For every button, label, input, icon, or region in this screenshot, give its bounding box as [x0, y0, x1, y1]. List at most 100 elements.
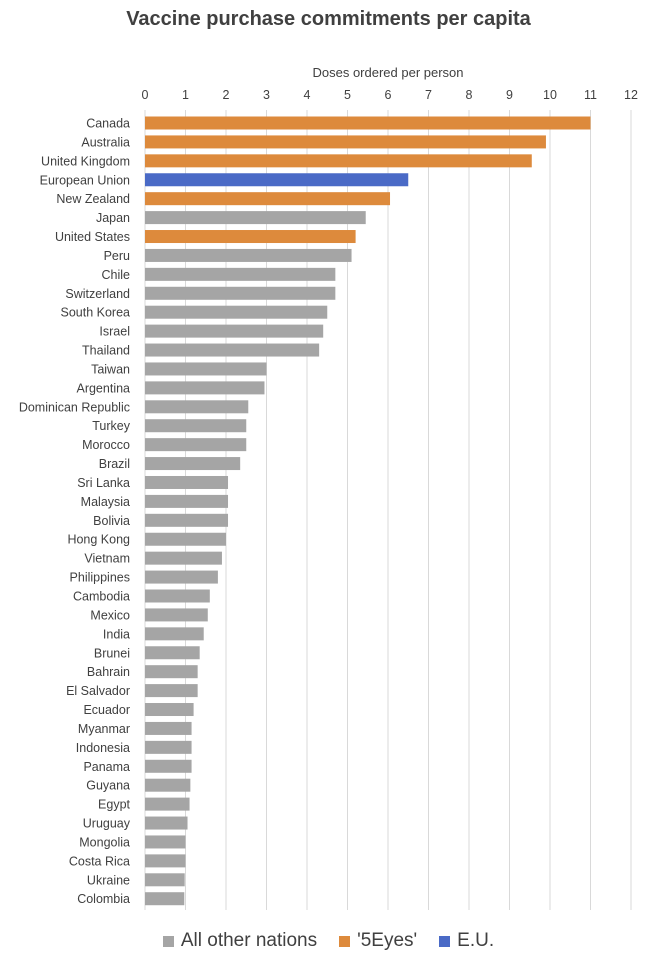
category-label: Turkey [92, 419, 130, 433]
bar [145, 721, 192, 735]
category-label: Peru [104, 249, 130, 263]
category-label: Israel [99, 325, 130, 339]
category-label: Ecuador [83, 703, 130, 717]
bar [145, 646, 200, 660]
bar [145, 286, 336, 300]
bar [145, 419, 247, 433]
category-label: Taiwan [91, 362, 130, 376]
bar [145, 154, 532, 168]
category-label: Indonesia [76, 741, 130, 755]
bar [145, 665, 198, 679]
bar [145, 457, 241, 471]
category-label: El Salvador [66, 684, 130, 698]
bar [145, 400, 249, 414]
category-label: Bahrain [87, 665, 130, 679]
category-label: Brazil [99, 457, 130, 471]
category-label: Mexico [90, 608, 130, 622]
legend-label-5eyes: '5Eyes' [357, 930, 418, 951]
category-label: European Union [40, 173, 130, 187]
legend-swatch-5eyes [339, 935, 351, 947]
bar [145, 551, 222, 565]
bar [145, 797, 190, 811]
category-label: Myanmar [78, 722, 130, 736]
category-label: Canada [86, 117, 130, 131]
bar [145, 740, 192, 754]
category-label: Vietnam [84, 552, 130, 566]
category-label: United States [55, 230, 130, 244]
x-tick-label: 12 [624, 88, 638, 102]
bar [145, 324, 324, 338]
bar [145, 816, 188, 830]
category-label: Dominican Republic [19, 400, 130, 414]
category-label: Philippines [70, 571, 130, 585]
bar [145, 835, 186, 849]
bar [145, 589, 210, 603]
category-label: Australia [81, 135, 130, 149]
chart-legend: All other nations '5Eyes' E.U. [0, 930, 657, 952]
bar [145, 684, 198, 698]
bar [145, 230, 356, 244]
x-tick-label: 5 [344, 88, 351, 102]
bar [145, 381, 265, 395]
legend-label-eu: E.U. [457, 930, 495, 951]
legend-item-other: All other nations [162, 930, 318, 952]
category-label: Panama [83, 760, 130, 774]
bar [145, 116, 591, 130]
bar [145, 494, 229, 508]
category-label: Malaysia [81, 495, 130, 509]
x-tick-label: 1 [182, 88, 189, 102]
category-label: India [103, 627, 130, 641]
bar [145, 267, 336, 281]
bar [145, 570, 218, 584]
bar [145, 305, 328, 319]
bar [145, 532, 226, 546]
bar [145, 192, 391, 206]
category-label: New Zealand [56, 192, 130, 206]
legend-item-eu: E.U. [439, 930, 494, 952]
bar [145, 608, 208, 622]
category-label: Thailand [82, 344, 130, 358]
x-tick-label: 6 [385, 88, 392, 102]
bar [145, 892, 185, 906]
bar [145, 759, 192, 773]
category-label: Bolivia [93, 514, 130, 528]
category-label: Guyana [86, 779, 130, 793]
category-label: Switzerland [65, 287, 130, 301]
bar [145, 854, 186, 868]
category-label: Morocco [82, 438, 130, 452]
category-label: Argentina [76, 381, 130, 395]
category-label: Hong Kong [67, 533, 130, 547]
bar [145, 248, 352, 262]
category-label: Japan [96, 211, 130, 225]
x-tick-label: 9 [506, 88, 513, 102]
bar [145, 211, 366, 225]
legend-label-other: All other nations [180, 930, 318, 951]
category-label: Mongolia [79, 835, 130, 849]
category-label: Ukraine [87, 873, 130, 887]
bar [145, 343, 320, 357]
category-label: Chile [102, 268, 131, 282]
x-tick-label: 2 [223, 88, 230, 102]
x-tick-label: 3 [263, 88, 270, 102]
bar [145, 778, 191, 792]
bar [145, 513, 229, 527]
legend-item-5eyes: '5Eyes' [339, 930, 417, 952]
x-tick-label: 4 [304, 88, 311, 102]
category-label: United Kingdom [41, 154, 130, 168]
x-tick-label: 10 [543, 88, 557, 102]
x-axis-title: Doses ordered per person [312, 65, 463, 80]
category-label: Cambodia [73, 590, 130, 604]
category-label: Uruguay [83, 817, 131, 831]
bar [145, 135, 546, 149]
category-label: Brunei [94, 646, 130, 660]
bar [145, 873, 185, 887]
x-tick-label: 11 [584, 88, 597, 102]
x-tick-label: 0 [142, 88, 149, 102]
category-label: Colombia [77, 892, 130, 906]
bar [145, 703, 194, 717]
legend-swatch-eu [439, 935, 451, 947]
bar [145, 362, 267, 376]
legend-swatch-other [162, 935, 174, 947]
category-label: Costa Rica [69, 854, 130, 868]
